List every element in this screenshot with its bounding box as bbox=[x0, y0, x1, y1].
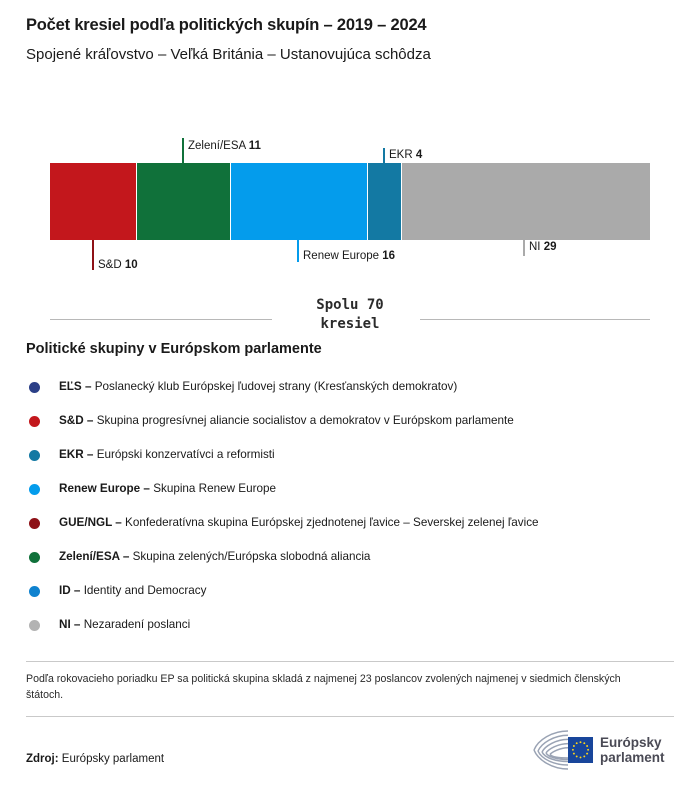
bar-segment-ni[interactable] bbox=[401, 163, 650, 240]
legend-item-sd[interactable]: S&D – Skupina progresívnej aliancie soci… bbox=[26, 404, 674, 438]
legend-abbr-els: EĽS – bbox=[59, 379, 92, 393]
total-seats-label: Spolu 70 kresiel bbox=[260, 296, 440, 334]
bar-segment-ekr[interactable] bbox=[367, 163, 402, 240]
legend-color-dot-icon bbox=[29, 619, 40, 631]
legend-color-dot-icon bbox=[29, 415, 40, 427]
legend-item-ekr[interactable]: EKR – Európski konzervatívci a reformist… bbox=[26, 438, 674, 472]
legend-abbr-ni: NI – bbox=[59, 617, 81, 631]
legend-color-dot-icon bbox=[29, 381, 40, 393]
total-divider-left bbox=[50, 319, 272, 320]
total-seats-line2: kresiel bbox=[320, 315, 380, 332]
legend-item-guengl[interactable]: GUE/NGL – Konfederatívna skupina Európsk… bbox=[26, 506, 674, 540]
bar-segment-renew[interactable] bbox=[229, 163, 368, 240]
callout-renew: Renew Europe 16 bbox=[303, 250, 396, 263]
legend-color-dot-icon bbox=[29, 483, 40, 495]
total-seats-line1: Spolu 70 bbox=[316, 297, 384, 313]
legend-color-dot-icon bbox=[29, 517, 40, 529]
legend-desc-sd: Skupina progresívnej aliancie socialisto… bbox=[96, 413, 514, 427]
callout-sd-value: 10 bbox=[124, 259, 138, 271]
chart-header: Počet kresiel podľa politických skupín –… bbox=[26, 16, 674, 64]
callout-ni-label: NI bbox=[529, 241, 541, 253]
ep-wordmark-line1: Európsky bbox=[600, 734, 662, 750]
callout-renew-value: 16 bbox=[382, 250, 396, 262]
legend-desc-guengl: Konfederatívna skupina Európskej zjednot… bbox=[125, 515, 539, 529]
footnote-divider-top bbox=[26, 661, 674, 662]
callout-ekr-value: 4 bbox=[415, 149, 423, 161]
total-divider-right bbox=[420, 319, 650, 320]
ep-wordmark: Európsky parlament bbox=[600, 735, 665, 765]
leader-line-ekr bbox=[383, 148, 385, 163]
legend-color-dot-icon bbox=[29, 449, 40, 461]
callout-renew-label: Renew Europe bbox=[303, 250, 380, 262]
legend-abbr-renew: Renew Europe – bbox=[59, 481, 150, 495]
bar-segment-zeleni[interactable] bbox=[135, 163, 230, 240]
legend-abbr-sd: S&D – bbox=[59, 413, 94, 427]
legend-abbr-id: ID – bbox=[59, 583, 81, 597]
ep-wordmark-line2: parlament bbox=[600, 750, 665, 765]
leader-line-renew bbox=[297, 240, 299, 262]
legend-desc-zeleni: Skupina zelených/Európska slobodná alian… bbox=[132, 549, 371, 563]
bar-segment-sd[interactable] bbox=[50, 163, 136, 240]
legend-desc-id: Identity and Democracy bbox=[83, 583, 207, 597]
european-parliament-logo: Európsky parlament bbox=[528, 727, 676, 773]
leader-line-sd bbox=[92, 240, 94, 270]
source-value: Európsky parlament bbox=[61, 753, 165, 765]
source-label: Zdroj: bbox=[26, 753, 59, 765]
callout-zeleni: Zelení/ESA 11 bbox=[188, 140, 261, 153]
page-subtitle: Spojené kráľovstvo – Veľká Británia – Us… bbox=[26, 45, 431, 63]
legend-color-dot-icon bbox=[29, 585, 40, 597]
legend: Politické skupiny v Európskom parlamente… bbox=[26, 341, 674, 642]
legend-desc-ni: Nezaradení poslanci bbox=[83, 617, 191, 631]
page-title: Počet kresiel podľa politických skupín –… bbox=[26, 16, 427, 34]
callout-ekr: EKR 4 bbox=[389, 149, 423, 162]
leader-line-ni bbox=[523, 240, 525, 256]
callout-ekr-label: EKR bbox=[389, 149, 413, 161]
ep-hemicycle-icon bbox=[533, 730, 593, 770]
legend-item-els[interactable]: EĽS – Poslanecký klub Európskej ľudovej … bbox=[26, 370, 674, 404]
footnote-text: Podľa rokovacieho poriadku EP sa politic… bbox=[26, 673, 621, 701]
source-line: Zdroj: Európsky parlament bbox=[26, 753, 164, 765]
total-seats-strip: Spolu 70 kresiel bbox=[0, 296, 700, 342]
legend-abbr-ekr: EKR – bbox=[59, 447, 94, 461]
legend-desc-renew: Skupina Renew Europe bbox=[153, 481, 276, 495]
seat-distribution-chart: Zelení/ESA 11 EKR 4 S&D 10 Renew Europe … bbox=[0, 130, 700, 290]
legend-item-renew[interactable]: Renew Europe – Skupina Renew Europe bbox=[26, 472, 674, 506]
callout-ni: NI 29 bbox=[529, 241, 557, 254]
callout-sd-label: S&D bbox=[98, 259, 122, 271]
legend-item-ni[interactable]: NI – Nezaradení poslanci bbox=[26, 608, 674, 642]
footnote-divider-bottom bbox=[26, 716, 674, 717]
callout-zeleni-label: Zelení/ESA bbox=[188, 140, 246, 152]
callout-sd: S&D 10 bbox=[98, 259, 138, 272]
legend-desc-ekr: Európski konzervatívci a reformisti bbox=[96, 447, 275, 461]
leader-line-zeleni bbox=[182, 138, 184, 163]
stacked-bar bbox=[50, 163, 650, 240]
callout-zeleni-value: 11 bbox=[248, 140, 261, 152]
legend-abbr-guengl: GUE/NGL – bbox=[59, 515, 122, 529]
callout-ni-value: 29 bbox=[543, 241, 557, 253]
legend-desc-els: Poslanecký klub Európskej ľudovej strany… bbox=[94, 379, 458, 393]
legend-item-zeleni[interactable]: Zelení/ESA – Skupina zelených/Európska s… bbox=[26, 540, 674, 574]
legend-color-dot-icon bbox=[29, 551, 40, 563]
legend-title: Politické skupiny v Európskom parlamente bbox=[26, 341, 322, 357]
legend-abbr-zeleni: Zelení/ESA – bbox=[59, 549, 130, 563]
legend-item-id[interactable]: ID – Identity and Democracy bbox=[26, 574, 674, 608]
